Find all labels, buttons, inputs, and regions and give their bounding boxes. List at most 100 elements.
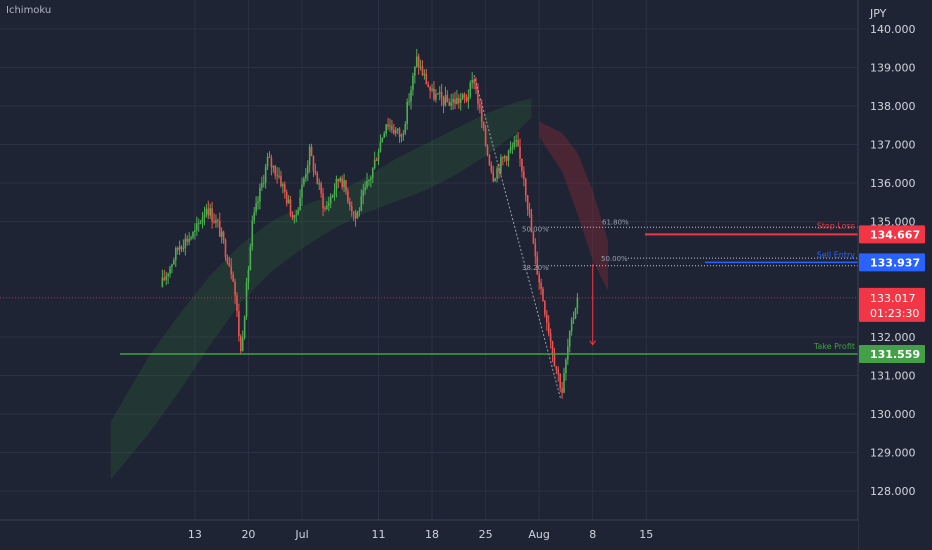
candle-101 <box>354 209 357 227</box>
candle-16 <box>192 231 194 240</box>
candle-193 <box>530 208 533 233</box>
candle-51 <box>259 183 261 210</box>
candle-body-167 <box>480 107 483 123</box>
candle-body-96 <box>345 180 347 192</box>
candle-24 <box>207 200 210 219</box>
candle-body-60 <box>276 175 278 177</box>
candle-body-106 <box>364 187 366 191</box>
candle-body-88 <box>329 197 332 204</box>
candle-141 <box>431 83 433 93</box>
candle-body-216 <box>574 308 577 319</box>
candle-body-108 <box>368 179 370 181</box>
candle-127 <box>404 121 407 136</box>
candle-168 <box>482 121 485 132</box>
candle-body-214 <box>570 319 573 332</box>
candle-body-94 <box>341 178 343 188</box>
candle-55 <box>266 152 269 171</box>
candle-body-76 <box>306 165 309 174</box>
candle-body-142 <box>433 88 435 100</box>
candle-89 <box>331 194 334 199</box>
candle-26 <box>211 201 213 229</box>
candle-83 <box>320 181 322 198</box>
candle-body-3 <box>167 273 169 277</box>
candle-body-92 <box>337 178 340 182</box>
candle-210 <box>563 367 565 394</box>
candle-body-21 <box>201 217 204 223</box>
candle-123 <box>396 128 399 134</box>
candle-191 <box>526 194 529 216</box>
candle-body-133 <box>415 56 418 67</box>
candle-190 <box>524 177 527 202</box>
candle-body-56 <box>268 156 271 158</box>
candle-body-155 <box>458 98 460 103</box>
candle-115 <box>381 137 384 143</box>
candle-body-53 <box>262 182 265 184</box>
candle-body-124 <box>398 128 401 137</box>
candle-body-192 <box>528 209 531 215</box>
candle-199 <box>542 286 544 302</box>
cloud-bear <box>539 121 608 291</box>
candle-113 <box>377 148 380 165</box>
candle-107 <box>366 172 368 190</box>
candle-body-203 <box>549 333 552 342</box>
candle-116 <box>383 131 386 139</box>
candle-body-89 <box>331 194 334 198</box>
candle-body-24 <box>207 208 210 216</box>
candle-body-126 <box>402 133 405 135</box>
candle-18 <box>196 216 198 237</box>
candle-62 <box>280 170 282 188</box>
candle-body-91 <box>335 178 338 191</box>
candle-body-15 <box>190 237 192 239</box>
candle-body-52 <box>261 183 263 188</box>
candle-147 <box>442 95 445 114</box>
candle-50 <box>257 195 259 210</box>
candle-98 <box>349 197 351 211</box>
candle-body-183 <box>511 146 514 149</box>
candle-body-166 <box>479 104 481 108</box>
candle-162 <box>471 72 474 89</box>
candle-38 <box>234 278 236 304</box>
price-axis-bg <box>858 0 932 550</box>
cloud-bull <box>110 98 532 480</box>
candle-176 <box>498 163 500 179</box>
candle-body-77 <box>308 146 311 166</box>
candle-body-109 <box>370 177 372 180</box>
candle-171 <box>488 153 491 167</box>
candle-body-120 <box>391 125 393 130</box>
price-tick-2: 138.000 <box>870 100 916 113</box>
candle-body-44 <box>245 282 248 317</box>
candle-131 <box>412 72 414 96</box>
candle-body-121 <box>393 129 395 134</box>
candle-92 <box>337 178 340 189</box>
sell-entry-tag <box>859 253 925 272</box>
candle-body-45 <box>247 270 250 283</box>
candle-8 <box>176 246 179 255</box>
candle-122 <box>394 126 397 137</box>
candle-206 <box>555 365 558 375</box>
candle-body-164 <box>475 83 477 90</box>
candle-body-119 <box>389 125 391 127</box>
indicator-label[interactable]: Ichimoku <box>6 5 52 16</box>
time-axis-bg <box>0 520 858 550</box>
candle-body-33 <box>224 240 227 258</box>
candle-19 <box>197 218 200 232</box>
candle-135 <box>419 59 422 71</box>
candle-body-141 <box>431 88 433 91</box>
candle-body-103 <box>358 210 361 212</box>
candle-body-139 <box>427 84 430 88</box>
candle-44 <box>245 277 248 320</box>
candle-body-105 <box>362 190 364 197</box>
candle-1 <box>163 269 166 282</box>
fib-label-618: 61.80% <box>602 218 629 226</box>
candle-28 <box>215 214 217 228</box>
time-tick-3: 11 <box>372 528 386 541</box>
candle-150 <box>448 98 451 107</box>
candle-body-86 <box>326 205 328 210</box>
candle-175 <box>496 165 498 183</box>
candle-body-38 <box>234 281 236 296</box>
candle-body-99 <box>350 205 353 212</box>
candle-104 <box>360 189 363 212</box>
candle-body-67 <box>289 199 292 216</box>
candle-body-191 <box>526 195 529 210</box>
